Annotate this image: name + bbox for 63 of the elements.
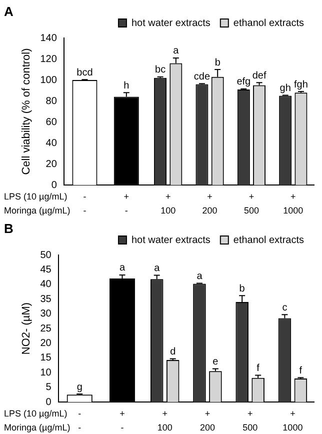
y-tick-label: 10: [40, 367, 52, 378]
y-tick-label: 30: [40, 308, 52, 320]
y-tick-label: 25: [40, 323, 52, 334]
y-tick-label: 100: [40, 74, 58, 86]
text: LPS (10 µg/mL): [4, 408, 68, 418]
text: Moringa (µg/mL): [4, 422, 70, 432]
y-tick-label: 60: [46, 116, 58, 128]
y-tick-label: 20: [46, 158, 58, 170]
x-tick-label: + 1000: [283, 191, 304, 216]
data-label: d: [170, 346, 176, 358]
x-tick-label: + 200: [202, 191, 218, 216]
y-tick-label: 140: [40, 32, 58, 44]
data-label: b: [214, 57, 221, 68]
text: Moringa (µg/mL): [4, 205, 70, 216]
y-tick-label: 35: [40, 294, 52, 305]
data-label: gh: [280, 82, 291, 94]
y-tick-label: 0: [46, 396, 52, 408]
x-tick-label: + -: [120, 408, 125, 432]
y-tick-label: 40: [40, 279, 52, 290]
x-tick-label: + 1000: [282, 408, 303, 432]
legend-label: hot water extracts: [131, 234, 210, 246]
x-tick-label: + 200: [200, 408, 215, 432]
legend-label: ethanol extracts: [233, 18, 304, 29]
data-label: def: [252, 70, 266, 82]
data-label: cde: [194, 71, 210, 82]
x-tick-label: - -: [78, 408, 82, 432]
data-label: c: [282, 302, 288, 314]
legend-label: ethanol extracts: [233, 234, 304, 246]
data-label: b: [239, 283, 246, 294]
x-tick-label: + -: [124, 191, 130, 216]
data-label: e: [212, 356, 219, 368]
chart-title: A: [4, 4, 14, 20]
data-label: g: [76, 382, 82, 393]
data-label: efg: [236, 76, 251, 88]
y-tick-label: 45: [40, 264, 52, 276]
y-axis-title: NO2- (µM): [20, 302, 33, 355]
y-tick-label: 15: [40, 352, 52, 364]
x-tick-label: + 500: [244, 191, 259, 216]
legend-label: hot water extracts: [131, 18, 210, 29]
y-tick-label: 120: [40, 54, 58, 65]
data-label: a: [173, 46, 180, 57]
data-label: a: [119, 262, 126, 274]
data-label: bcd: [76, 67, 93, 78]
chart-title: B: [4, 221, 14, 236]
y-tick-label: 80: [46, 96, 58, 107]
text: LPS (10 µg/mL): [4, 191, 68, 202]
data-label: f: [256, 362, 260, 374]
x-tick-label: + 100: [160, 191, 176, 216]
y-tick-label: 20: [40, 338, 52, 349]
data-label: bc: [155, 64, 166, 76]
x-tick-label: - -: [83, 191, 86, 216]
data-label: fgh: [294, 79, 308, 90]
data-label: h: [124, 80, 130, 92]
data-label: a: [154, 263, 160, 274]
y-tick-label: 40: [46, 138, 58, 149]
data-label: f: [299, 365, 302, 376]
y-tick-label: 50: [40, 250, 52, 261]
x-tick-label: + 100: [157, 408, 172, 432]
y-axis-title: Cell viability (% of control): [20, 48, 33, 175]
data-label: a: [196, 270, 203, 282]
y-tick-label: 5: [46, 382, 52, 394]
x-tick-label: + 500: [242, 408, 258, 432]
y-tick-label: 0: [51, 180, 58, 191]
